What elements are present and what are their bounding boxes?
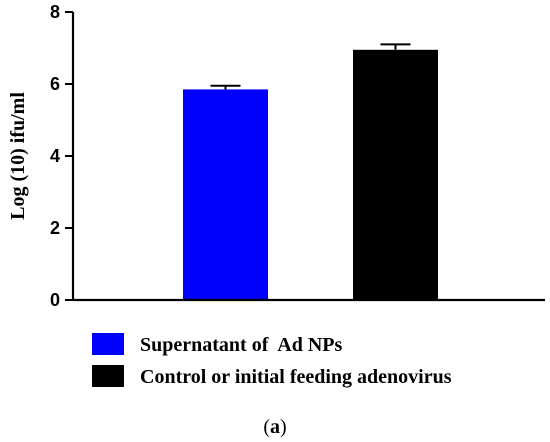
y-tick-label-4: 8 <box>50 2 60 22</box>
bar-0 <box>183 89 268 301</box>
y-tick-label-3: 6 <box>50 74 60 94</box>
y-tick-label-2: 4 <box>50 146 60 166</box>
legend-swatch-1 <box>92 365 124 387</box>
y-tick-label-1: 2 <box>50 218 60 238</box>
legend-label-0: Supernatant of Ad NPs <box>140 334 342 356</box>
bar-1 <box>353 49 438 300</box>
y-tick-label-0: 0 <box>50 290 60 310</box>
legend-swatch-0 <box>92 333 124 355</box>
y-axis-ticks: 0 2 4 6 8 <box>50 2 73 310</box>
bars <box>183 43 438 301</box>
y-axis-label: Log (10) ifu/ml <box>7 92 29 220</box>
legend: Supernatant of Ad NPs Control or initial … <box>92 333 452 388</box>
figure-caption: (a) <box>263 416 286 438</box>
legend-label-1: Control or initial feeding adenovirus <box>140 366 452 388</box>
